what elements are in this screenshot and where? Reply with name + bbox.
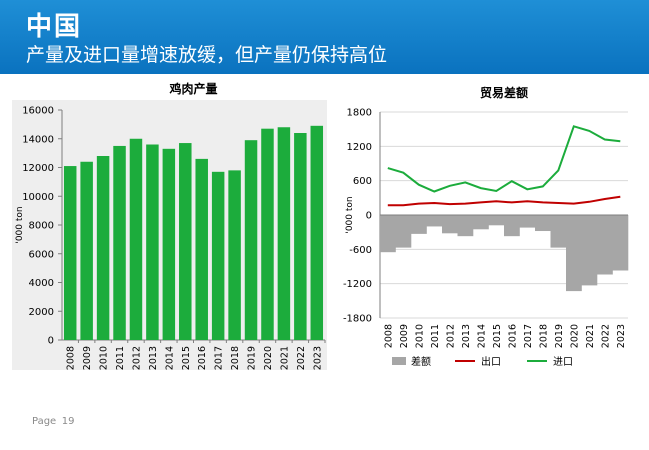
- production-bar: [244, 140, 258, 340]
- trade-x-tick-label: 2020: [569, 324, 580, 348]
- legend-balance-label: 差额: [411, 355, 431, 368]
- trade-balance-bar: [380, 215, 396, 253]
- production-bar: [195, 158, 208, 340]
- trade-y-tick-label: -1200: [343, 279, 372, 290]
- slide-title: 中国: [26, 12, 83, 42]
- trade-y-tick-label: 1800: [347, 108, 372, 119]
- production-bar: [146, 144, 159, 340]
- production-y-tick-label: 16000: [22, 106, 54, 117]
- production-x-tick-label: 2010: [99, 346, 110, 370]
- trade-balance-bar: [535, 215, 551, 232]
- trade-balance-bar: [550, 215, 567, 248]
- production-y-tick-label: 4000: [29, 278, 54, 289]
- trade-x-tick-label: 2022: [600, 324, 611, 348]
- production-x-tick-label: 2013: [148, 346, 159, 370]
- production-x-tick-label: 2020: [263, 346, 274, 370]
- trade-x-tick-label: 2014: [476, 324, 487, 348]
- trade-y-tick-label: -600: [349, 245, 372, 256]
- page-number: 19: [61, 416, 75, 427]
- production-y-tick-label: 2000: [29, 307, 54, 318]
- trade-balance-bar: [442, 215, 458, 234]
- production-bar: [80, 161, 93, 340]
- production-bar: [228, 170, 241, 340]
- trade-balance-bar: [457, 215, 474, 237]
- production-x-tick-label: 2022: [296, 346, 307, 370]
- trade-x-tick-label: 2018: [538, 324, 549, 348]
- trade-y-axis-label: '000 ton: [345, 196, 355, 233]
- production-bar: [179, 143, 192, 340]
- trade-x-tick-label: 2008: [383, 324, 394, 348]
- import-line: [387, 125, 621, 193]
- trade-x-tick-label: 2009: [399, 324, 410, 348]
- trade-y-tick-label: 0: [366, 211, 372, 222]
- trade-balance-bar: [581, 215, 598, 286]
- production-bar: [310, 125, 324, 340]
- production-x-tick-label: 2012: [131, 346, 142, 370]
- trade-x-tick-label: 2023: [616, 324, 627, 348]
- production-x-tick-label: 2021: [279, 346, 290, 370]
- trade-x-tick-label: 2016: [507, 324, 518, 348]
- trade-balance-bar: [426, 215, 443, 227]
- trade-balance-bar: [519, 215, 536, 228]
- trade-x-tick-label: 2017: [523, 324, 534, 348]
- production-x-tick-label: 2019: [247, 346, 258, 370]
- trade-y-tick-label: -1800: [343, 314, 372, 325]
- production-y-tick-label: 6000: [29, 249, 54, 260]
- production-bar: [63, 166, 77, 340]
- export-line: [387, 195, 621, 207]
- production-chart-title: 鸡肉产量: [168, 81, 217, 96]
- production-bar: [211, 171, 225, 340]
- trade-x-tick-label: 2012: [445, 324, 456, 348]
- trade-balance-bar: [612, 215, 629, 271]
- trade-x-tick-label: 2013: [461, 324, 472, 348]
- production-x-tick-label: 2009: [82, 346, 93, 370]
- trade-y-tick-label: 600: [353, 176, 372, 187]
- trade-balance-bar: [566, 215, 582, 292]
- legend-import-label: 进口: [553, 356, 573, 368]
- production-y-tick-label: 14000: [22, 134, 54, 145]
- page-footer: Page 19: [30, 416, 74, 427]
- trade-balance-bar: [395, 215, 412, 248]
- production-x-tick-label: 2018: [230, 346, 241, 370]
- production-x-tick-label: 2015: [181, 346, 192, 370]
- trade-balance-bar: [411, 215, 427, 234]
- production-y-axis-label: '000 ton: [15, 206, 25, 243]
- trade-balance-bar: [504, 215, 520, 237]
- production-bar: [113, 145, 126, 340]
- production-y-tick-label: 12000: [22, 163, 54, 174]
- production-bar: [96, 156, 110, 340]
- trade-y-tick-label: 1200: [347, 142, 372, 153]
- production-x-tick-label: 2008: [66, 346, 77, 370]
- production-x-tick-label: 2016: [197, 346, 208, 370]
- slide-header: 中国 产量及进口量增速放缓，但产量仍保持高位: [0, 0, 649, 74]
- production-y-tick-label: 8000: [29, 221, 54, 232]
- production-bar: [294, 133, 307, 340]
- production-bar: [162, 148, 176, 340]
- production-x-tick-label: 2023: [312, 346, 323, 370]
- trade-x-tick-label: 2011: [430, 324, 441, 348]
- production-bar: [277, 127, 291, 340]
- production-x-tick-label: 2011: [115, 346, 126, 370]
- trade-x-tick-label: 2021: [585, 324, 596, 348]
- trade-x-tick-label: 2010: [414, 324, 425, 348]
- legend-export-label: 出口: [481, 355, 501, 368]
- production-x-tick-label: 2017: [214, 346, 225, 370]
- production-bar: [129, 138, 143, 340]
- production-bar: [261, 128, 274, 340]
- trade-chart-title: 贸易差额: [480, 85, 528, 100]
- trade-balance-bar: [473, 215, 489, 230]
- trade-x-tick-label: 2019: [554, 324, 565, 348]
- trade-balance-bar: [488, 215, 505, 226]
- trade-x-tick-label: 2015: [492, 324, 503, 348]
- legend-balance-swatch: [392, 357, 406, 365]
- slide-subtitle: 产量及进口量增速放缓，但产量仍保持高位: [26, 44, 388, 66]
- production-x-tick-label: 2014: [164, 346, 175, 370]
- trade-balance-bar: [597, 215, 613, 275]
- production-y-tick-label: 10000: [22, 192, 54, 203]
- production-y-tick-label: 0: [48, 336, 54, 347]
- page-label: Page: [32, 416, 57, 427]
